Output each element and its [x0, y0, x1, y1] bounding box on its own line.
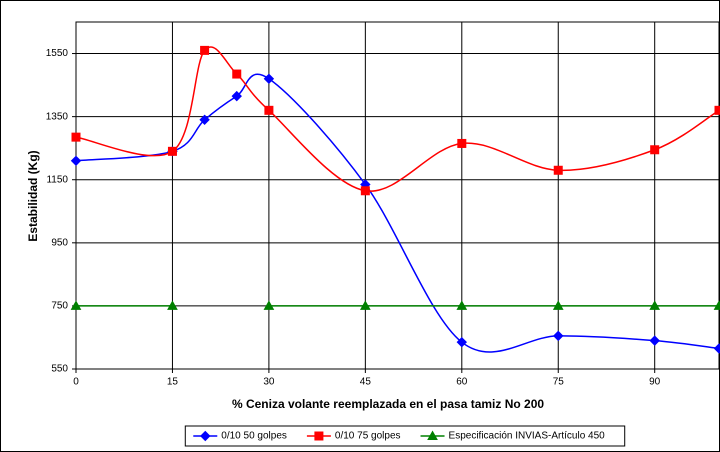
marker: [264, 105, 274, 115]
plot-area: [75, 21, 720, 370]
marker: [167, 146, 177, 156]
marker: [70, 155, 82, 167]
x-tick-label: 45: [360, 377, 372, 388]
x-tick-label: 60: [456, 377, 468, 388]
marker: [263, 300, 275, 310]
series-line: [75, 46, 720, 192]
marker: [457, 138, 467, 148]
marker: [71, 132, 81, 142]
marker: [456, 336, 468, 348]
marker: [427, 430, 438, 440]
marker: [232, 69, 242, 79]
x-tick-label: 15: [167, 377, 179, 388]
legend-label: 0/10 50 golpes: [221, 431, 287, 442]
marker: [70, 300, 82, 310]
marker: [314, 431, 324, 441]
x-tick-label: 90: [649, 377, 661, 388]
marker: [553, 165, 563, 175]
marker: [200, 45, 210, 55]
marker: [650, 145, 660, 155]
x-tick-label: 75: [553, 377, 565, 388]
y-tick-label: 1350: [46, 111, 69, 122]
marker: [713, 300, 720, 310]
y-tick-label: 750: [51, 301, 68, 312]
marker: [231, 90, 242, 102]
x-axis-title: % Ceniza volante reemplazada en el pasa …: [232, 397, 544, 411]
legend-label: 0/10 75 golpes: [335, 431, 401, 442]
x-tick-label: 0: [73, 377, 79, 388]
marker: [456, 300, 468, 310]
x-tick-label: 30: [263, 377, 275, 388]
marker: [167, 300, 178, 310]
marker: [199, 114, 210, 125]
y-axis-title: Estabilidad (Kg): [26, 150, 40, 241]
y-tick-label: 950: [51, 237, 68, 248]
y-tick-label: 550: [51, 364, 68, 375]
legend-label: Especificación INVIAS-Artículo 450: [449, 431, 606, 442]
marker: [263, 73, 275, 84]
y-tick-label: 1150: [46, 174, 68, 185]
marker: [649, 335, 660, 346]
marker: [553, 330, 564, 342]
marker: [713, 343, 720, 354]
marker: [714, 105, 720, 115]
legend: 0/10 50 golpes 0/10 75 golpes Especificaci…: [184, 425, 626, 447]
marker: [359, 300, 371, 310]
marker: [360, 186, 370, 196]
marker: [552, 300, 564, 310]
marker: [200, 430, 211, 442]
series-line: [75, 73, 720, 353]
legend-box: [184, 425, 626, 447]
y-tick-label: 1550: [46, 48, 69, 59]
marker: [649, 300, 661, 310]
